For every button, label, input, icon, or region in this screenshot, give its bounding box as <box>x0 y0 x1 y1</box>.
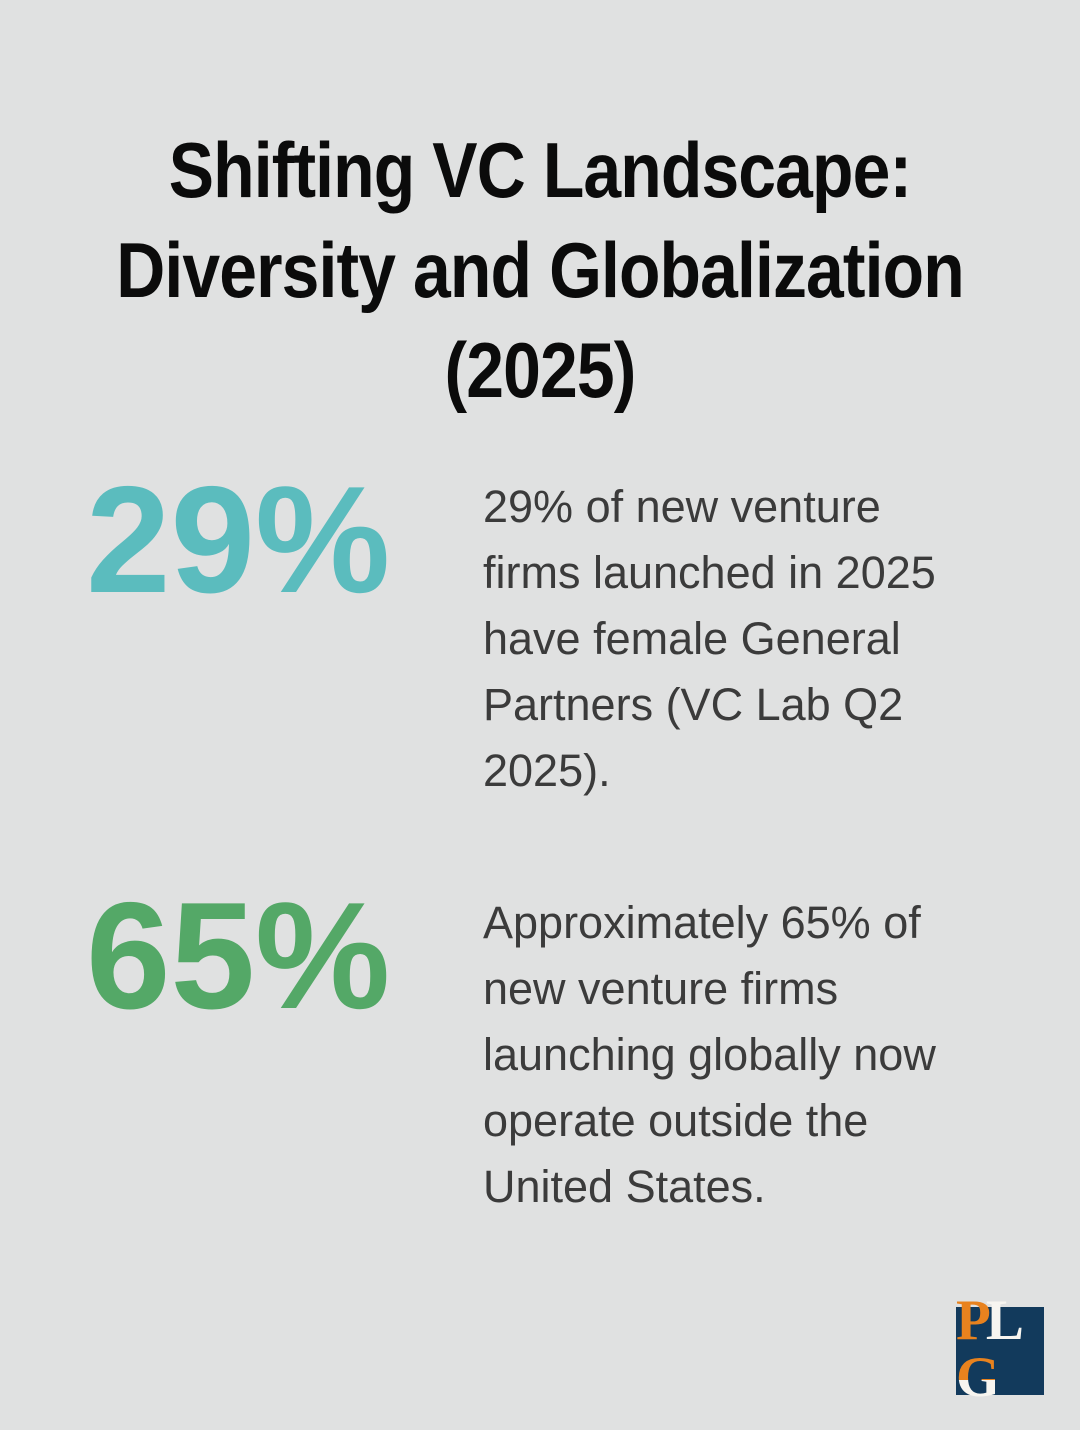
stat-value-29-percent: 29% <box>86 455 391 625</box>
stat-row-female-gp: 29% 29% of new venture firms launched in… <box>0 464 1080 804</box>
page-title: Shifting VC Landscape: Diversity and Glo… <box>116 126 964 415</box>
stat-value-65-percent: 65% <box>86 871 391 1041</box>
plg-logo-letter-l: L <box>985 1289 1024 1352</box>
plg-logo-letter-p: P <box>956 1289 991 1352</box>
plg-logo-text: PLG <box>956 1292 1044 1406</box>
stat-description-female-gp: 29% of new venture firms launched in 202… <box>483 481 936 796</box>
plg-logo-letter-g: G <box>956 1346 1000 1409</box>
plg-logo: PLG <box>956 1292 1044 1406</box>
stat-row-non-us-firms: 65% Approximately 65% of new venture fir… <box>0 880 1080 1220</box>
stats-section: 29% 29% of new venture firms launched in… <box>0 464 1080 1220</box>
stat-description-non-us-firms: Approximately 65% of new venture firms l… <box>483 897 936 1212</box>
